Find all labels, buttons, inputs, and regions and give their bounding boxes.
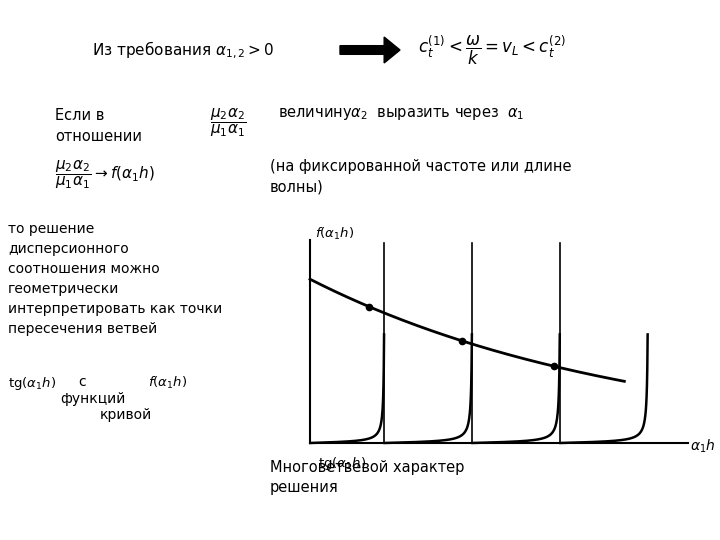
Text: $c_t^{(1)} < \dfrac{\omega}{k} = v_L < c_t^{(2)}$: $c_t^{(1)} < \dfrac{\omega}{k} = v_L < c… (418, 33, 567, 67)
Text: $\dfrac{\mu_2\alpha_2}{\mu_1\alpha_1}$: $\dfrac{\mu_2\alpha_2}{\mu_1\alpha_1}$ (210, 106, 246, 139)
Text: Из требования $\alpha_{1,2} > 0$: Из требования $\alpha_{1,2} > 0$ (92, 39, 274, 60)
Text: $\mathrm{tg}(\alpha_1 h)$: $\mathrm{tg}(\alpha_1 h)$ (318, 455, 366, 472)
Text: Многоветвевой характер
решения: Многоветвевой характер решения (270, 460, 464, 495)
Text: $\mathrm{tg}(\alpha_1 h)$: $\mathrm{tg}(\alpha_1 h)$ (8, 375, 56, 392)
Text: кривой: кривой (100, 408, 152, 422)
Text: $f(\alpha_1 h)$: $f(\alpha_1 h)$ (315, 226, 354, 242)
Text: (на фиксированной частоте или длине
волны): (на фиксированной частоте или длине волн… (270, 159, 572, 195)
Text: величину$\alpha_2$  выразить через  $\alpha_1$: величину$\alpha_2$ выразить через $\alph… (278, 106, 524, 122)
Text: Если в
отношении: Если в отношении (55, 108, 142, 144)
Polygon shape (340, 37, 400, 63)
Text: функций: функций (60, 392, 125, 406)
Text: $f(\alpha_1 h)$: $f(\alpha_1 h)$ (148, 375, 187, 391)
Text: $\dfrac{\mu_2\alpha_2}{\mu_1\alpha_1} \rightarrow f(\alpha_1h)$: $\dfrac{\mu_2\alpha_2}{\mu_1\alpha_1} \r… (55, 158, 155, 191)
Text: $\alpha_1 h$: $\alpha_1 h$ (690, 437, 716, 455)
Text: с: с (78, 375, 86, 389)
Text: то решение
дисперсионного
соотношения можно
геометрически
интерпретировать как т: то решение дисперсионного соотношения мо… (8, 222, 222, 336)
